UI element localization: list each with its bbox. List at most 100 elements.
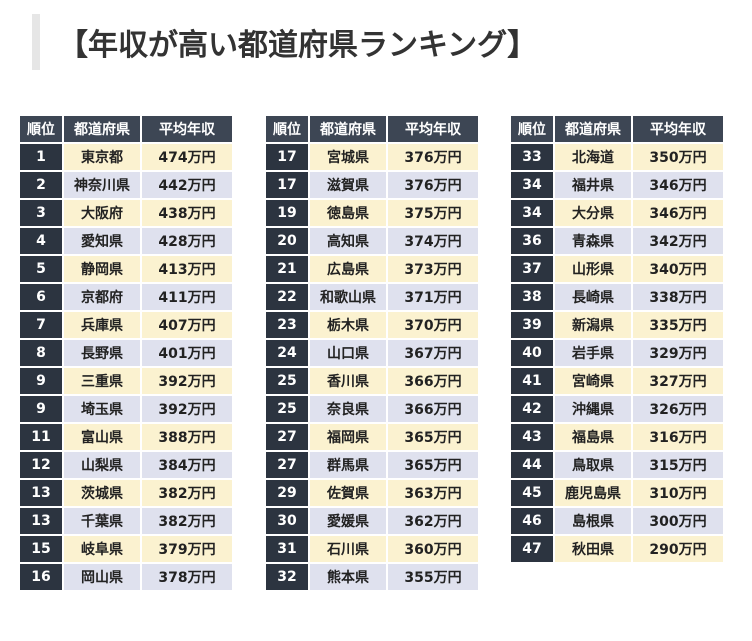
prefecture-cell: 東京都 xyxy=(64,142,142,170)
rank-cell: 12 xyxy=(20,450,64,478)
table-row: 19 徳島県 375万円 xyxy=(266,198,478,226)
table-row: 30 愛媛県 362万円 xyxy=(266,506,478,534)
prefecture-cell: 愛媛県 xyxy=(310,506,388,534)
income-cell: 392万円 xyxy=(142,366,232,394)
income-cell: 329万円 xyxy=(633,338,723,366)
rank-cell: 38 xyxy=(511,282,555,310)
table-row: 36 青森県 342万円 xyxy=(511,226,723,254)
table-row: 3 大阪府 438万円 xyxy=(20,198,232,226)
header-rank: 順位 xyxy=(511,116,555,142)
table-row: 34 福井県 346万円 xyxy=(511,170,723,198)
rank-cell: 20 xyxy=(266,226,310,254)
table-row: 27 福岡県 365万円 xyxy=(266,422,478,450)
prefecture-cell: 鳥取県 xyxy=(555,450,633,478)
income-cell: 438万円 xyxy=(142,198,232,226)
table-row: 12 山梨県 384万円 xyxy=(20,450,232,478)
table-row: 46 島根県 300万円 xyxy=(511,506,723,534)
table-header-row: 順位 都道府県 平均年収 xyxy=(266,116,478,142)
rank-cell: 46 xyxy=(511,506,555,534)
income-cell: 340万円 xyxy=(633,254,723,282)
table-row: 38 長崎県 338万円 xyxy=(511,282,723,310)
table-row: 40 岩手県 329万円 xyxy=(511,338,723,366)
prefecture-cell: 福井県 xyxy=(555,170,633,198)
prefecture-cell: 大阪府 xyxy=(64,198,142,226)
rank-cell: 41 xyxy=(511,366,555,394)
prefecture-cell: 茨城県 xyxy=(64,478,142,506)
table-row: 45 鹿児島県 310万円 xyxy=(511,478,723,506)
income-cell: 384万円 xyxy=(142,450,232,478)
prefecture-cell: 兵庫県 xyxy=(64,310,142,338)
prefecture-cell: 静岡県 xyxy=(64,254,142,282)
header-prefecture: 都道府県 xyxy=(64,116,142,142)
table-row: 41 宮崎県 327万円 xyxy=(511,366,723,394)
rank-cell: 9 xyxy=(20,366,64,394)
income-cell: 338万円 xyxy=(633,282,723,310)
rank-cell: 33 xyxy=(511,142,555,170)
prefecture-cell: 鹿児島県 xyxy=(555,478,633,506)
prefecture-cell: 熊本県 xyxy=(310,562,388,590)
rank-cell: 2 xyxy=(20,170,64,198)
income-cell: 392万円 xyxy=(142,394,232,422)
table-row: 9 三重県 392万円 xyxy=(20,366,232,394)
table-row: 16 岡山県 378万円 xyxy=(20,562,232,590)
prefecture-cell: 高知県 xyxy=(310,226,388,254)
table-row: 20 高知県 374万円 xyxy=(266,226,478,254)
table-row: 44 鳥取県 315万円 xyxy=(511,450,723,478)
income-cell: 388万円 xyxy=(142,422,232,450)
rank-cell: 23 xyxy=(266,310,310,338)
income-cell: 378万円 xyxy=(142,562,232,590)
income-cell: 366万円 xyxy=(388,366,478,394)
rank-cell: 15 xyxy=(20,534,64,562)
income-cell: 315万円 xyxy=(633,450,723,478)
rank-cell: 11 xyxy=(20,422,64,450)
rank-cell: 34 xyxy=(511,170,555,198)
prefecture-cell: 栃木県 xyxy=(310,310,388,338)
rank-cell: 21 xyxy=(266,254,310,282)
header-income: 平均年収 xyxy=(142,116,232,142)
table-row: 32 熊本県 355万円 xyxy=(266,562,478,590)
prefecture-cell: 和歌山県 xyxy=(310,282,388,310)
prefecture-cell: 山形県 xyxy=(555,254,633,282)
table-row: 2 神奈川県 442万円 xyxy=(20,170,232,198)
table-row: 43 福島県 316万円 xyxy=(511,422,723,450)
income-cell: 374万円 xyxy=(388,226,478,254)
table-row: 27 群馬県 365万円 xyxy=(266,450,478,478)
ranking-table-1: 順位 都道府県 平均年収 1 東京都 474万円 2 神奈川県 442万円 3 大阪府 438万… xyxy=(20,116,232,590)
income-cell: 362万円 xyxy=(388,506,478,534)
table-row: 17 宮城県 376万円 xyxy=(266,142,478,170)
table-row: 33 北海道 350万円 xyxy=(511,142,723,170)
rank-cell: 37 xyxy=(511,254,555,282)
rank-cell: 29 xyxy=(266,478,310,506)
header-rank: 順位 xyxy=(20,116,64,142)
table-row: 7 兵庫県 407万円 xyxy=(20,310,232,338)
income-cell: 375万円 xyxy=(388,198,478,226)
income-cell: 365万円 xyxy=(388,422,478,450)
prefecture-cell: 沖縄県 xyxy=(555,394,633,422)
rank-cell: 3 xyxy=(20,198,64,226)
income-cell: 428万円 xyxy=(142,226,232,254)
rank-cell: 8 xyxy=(20,338,64,366)
prefecture-cell: 三重県 xyxy=(64,366,142,394)
header-prefecture: 都道府県 xyxy=(555,116,633,142)
income-cell: 363万円 xyxy=(388,478,478,506)
prefecture-cell: 広島県 xyxy=(310,254,388,282)
table-row: 8 長野県 401万円 xyxy=(20,338,232,366)
table-row: 47 秋田県 290万円 xyxy=(511,534,723,562)
table-row: 5 静岡県 413万円 xyxy=(20,254,232,282)
table-row: 34 大分県 346万円 xyxy=(511,198,723,226)
income-cell: 327万円 xyxy=(633,366,723,394)
rank-cell: 34 xyxy=(511,198,555,226)
rank-cell: 47 xyxy=(511,534,555,562)
income-cell: 342万円 xyxy=(633,226,723,254)
prefecture-cell: 奈良県 xyxy=(310,394,388,422)
income-cell: 411万円 xyxy=(142,282,232,310)
rank-cell: 40 xyxy=(511,338,555,366)
ranking-table-3: 順位 都道府県 平均年収 33 北海道 350万円 34 福井県 346万円 34 大分県 34… xyxy=(511,116,723,562)
prefecture-cell: 秋田県 xyxy=(555,534,633,562)
income-cell: 413万円 xyxy=(142,254,232,282)
prefecture-cell: 福岡県 xyxy=(310,422,388,450)
prefecture-cell: 佐賀県 xyxy=(310,478,388,506)
income-cell: 376万円 xyxy=(388,170,478,198)
page-title: 【年収が高い都道府県ランキング】 xyxy=(58,28,538,63)
table-row: 6 京都府 411万円 xyxy=(20,282,232,310)
